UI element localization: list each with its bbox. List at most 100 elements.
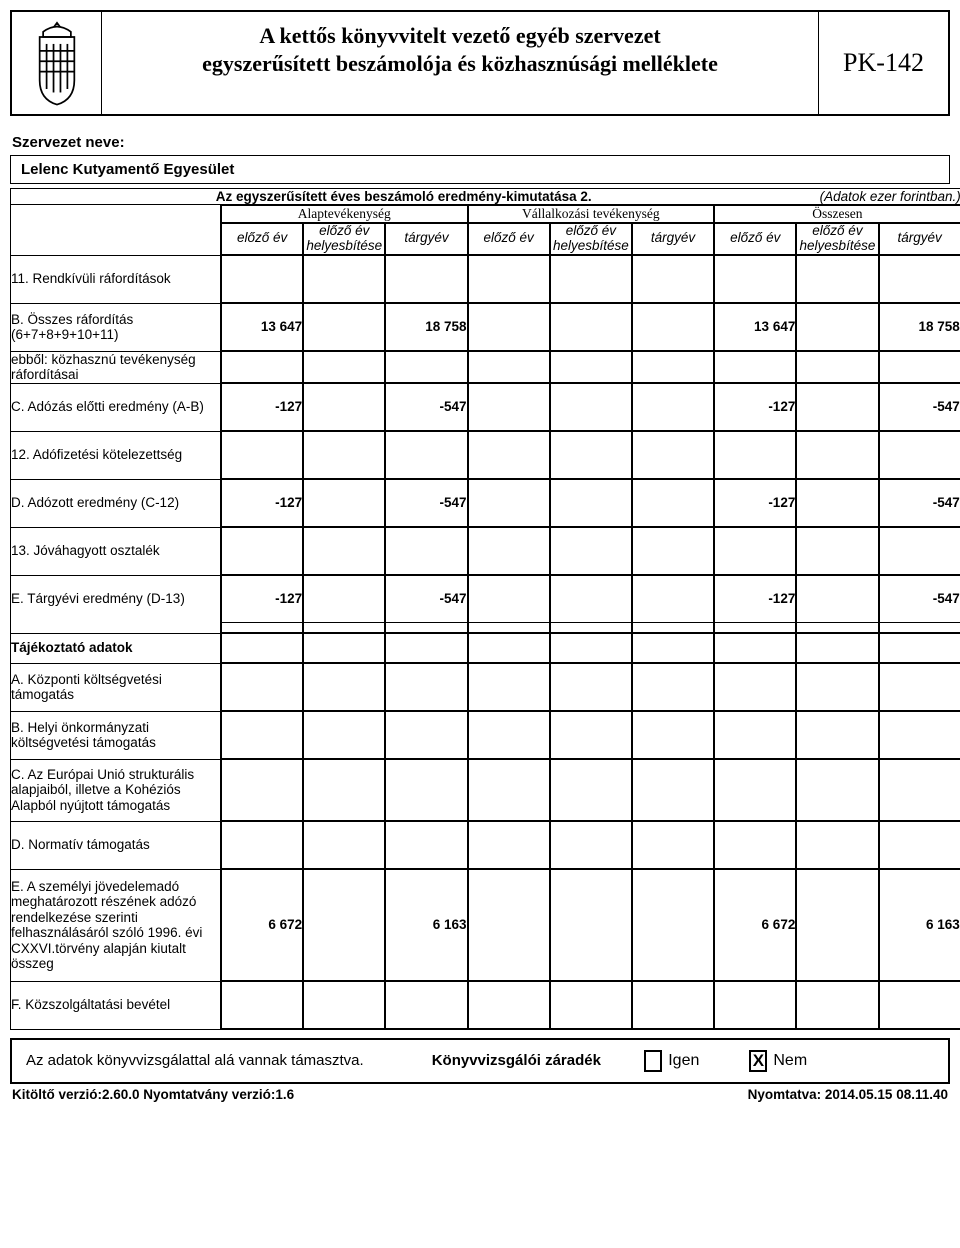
table-row: 13. Jóváhagyott osztalék — [11, 527, 960, 575]
data-cell — [550, 431, 632, 479]
data-cell — [303, 575, 385, 623]
data-cell — [714, 759, 796, 821]
row-label: 12. Adófizetési kötelezettség — [11, 431, 221, 479]
data-cell — [632, 981, 714, 1029]
table-row: D. Normatív támogatás — [11, 821, 960, 869]
data-cell — [879, 431, 960, 479]
data-cell: 18 758 — [385, 303, 467, 351]
sub-h-9: tárgyév — [879, 223, 960, 255]
data-cell — [714, 663, 796, 711]
data-cell: 13 647 — [221, 303, 303, 351]
data-cell — [714, 255, 796, 303]
audit-yes-option[interactable]: Igen — [644, 1050, 699, 1072]
data-cell — [468, 663, 550, 711]
audit-no-option[interactable]: X Nem — [749, 1050, 807, 1072]
table-row: E. A személyi jövedelemadó meghatározott… — [11, 869, 960, 981]
row-label: 11. Rendkívüli ráfordítások — [11, 255, 221, 303]
row-label: E. A személyi jövedelemadó meghatározott… — [11, 869, 221, 981]
data-cell — [714, 527, 796, 575]
data-cell: -547 — [385, 575, 467, 623]
data-cell: 6 163 — [879, 869, 960, 981]
data-cell — [303, 255, 385, 303]
version-line: Kitöltő verzió:2.60.0 Nyomtatvány verzió… — [10, 1087, 950, 1102]
data-cell — [879, 663, 960, 711]
data-cell — [385, 255, 467, 303]
data-cell — [550, 575, 632, 623]
row-label: C. Adózás előtti eredmény (A-B) — [11, 383, 221, 431]
data-cell — [796, 759, 878, 821]
data-cell — [632, 663, 714, 711]
data-cell — [879, 527, 960, 575]
data-cell — [714, 981, 796, 1029]
data-cell — [550, 759, 632, 821]
data-cell — [303, 383, 385, 431]
data-cell — [550, 479, 632, 527]
data-cell — [550, 869, 632, 981]
data-cell — [714, 821, 796, 869]
data-cell: -547 — [385, 383, 467, 431]
data-cell — [221, 981, 303, 1029]
row-label: A. Központi költségvetési támogatás — [11, 663, 221, 711]
data-cell — [714, 431, 796, 479]
data-cell — [796, 431, 878, 479]
data-cell — [550, 351, 632, 383]
sub-h-3: tárgyév — [385, 223, 467, 255]
data-cell — [879, 981, 960, 1029]
checkbox-no[interactable]: X — [749, 1050, 767, 1072]
title-line-1: A kettős könyvvitelt vezető egyéb szerve… — [259, 22, 660, 50]
data-cell — [550, 821, 632, 869]
group-header-2: Vállalkozási tevékenység — [468, 205, 715, 223]
section-title: Az egyszerűsített éves beszámoló eredmén… — [11, 189, 796, 205]
form-header: A kettős könyvvitelt vezető egyéb szerve… — [10, 10, 950, 116]
financial-table: Az egyszerűsített éves beszámoló eredmén… — [10, 188, 960, 1030]
data-cell — [550, 663, 632, 711]
data-cell — [879, 821, 960, 869]
data-cell — [879, 255, 960, 303]
data-cell — [303, 351, 385, 383]
row-label: ebből: közhasznú tevékenység ráfordítása… — [11, 351, 221, 383]
data-cell — [550, 981, 632, 1029]
checkbox-yes[interactable] — [644, 1050, 662, 1072]
audit-no-label: Nem — [773, 1052, 807, 1070]
data-cell — [796, 711, 878, 759]
data-cell — [303, 479, 385, 527]
sub-h-8: előző év helyesbítése — [796, 223, 878, 255]
data-cell — [468, 431, 550, 479]
sub-h-4: előző év — [468, 223, 550, 255]
data-cell — [303, 869, 385, 981]
info-header-row: Tájékoztató adatok — [11, 633, 960, 663]
data-cell — [221, 527, 303, 575]
audit-options: Igen X Nem — [644, 1050, 934, 1072]
data-cell — [714, 711, 796, 759]
data-cell — [468, 981, 550, 1029]
row-label: D. Normatív támogatás — [11, 821, 221, 869]
data-cell — [385, 351, 467, 383]
row-label: B. Helyi önkormányzati költségvetési tám… — [11, 711, 221, 759]
data-cell — [303, 527, 385, 575]
sub-h-1: előző év — [221, 223, 303, 255]
data-cell: 6 672 — [714, 869, 796, 981]
data-cell: -547 — [385, 479, 467, 527]
data-cell: 6 672 — [221, 869, 303, 981]
group-header-3: Összesen — [714, 205, 960, 223]
data-cell — [550, 255, 632, 303]
data-cell: -127 — [714, 479, 796, 527]
section-note: (Adatok ezer forintban.) — [796, 189, 960, 205]
data-cell — [879, 711, 960, 759]
sub-h-5: előző év helyesbítése — [550, 223, 632, 255]
table-row: C. Adózás előtti eredmény (A-B)-127-547-… — [11, 383, 960, 431]
data-cell — [796, 575, 878, 623]
data-cell — [550, 383, 632, 431]
data-cell — [550, 527, 632, 575]
data-cell — [796, 351, 878, 383]
data-cell — [796, 479, 878, 527]
data-cell — [303, 759, 385, 821]
data-cell: 13 647 — [714, 303, 796, 351]
table-row: 11. Rendkívüli ráfordítások — [11, 255, 960, 303]
data-cell — [221, 351, 303, 383]
coat-of-arms-icon — [31, 18, 83, 108]
data-cell — [632, 821, 714, 869]
data-cell — [632, 303, 714, 351]
org-name-box: Lelenc Kutyamentő Egyesület — [10, 155, 950, 184]
data-cell — [632, 431, 714, 479]
